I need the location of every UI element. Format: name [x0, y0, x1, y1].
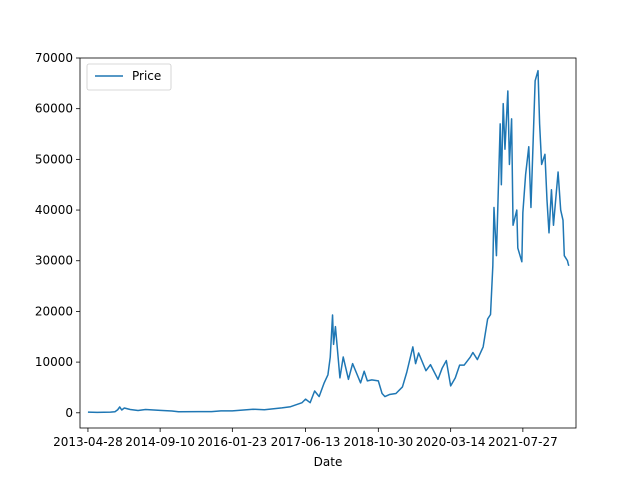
- x-axis: 2013-04-28 2014-09-10 2016-01-23 2017-06-13…: [53, 428, 558, 449]
- x-tick-label: 2013-04-28: [53, 435, 123, 449]
- y-tick-label: 0: [65, 406, 73, 420]
- x-tick-label: 2017-06-13: [271, 435, 341, 449]
- plot-frame: [79, 57, 577, 429]
- y-axis: 0 10000 20000 30000 40000 50000 60000 70000: [35, 51, 80, 420]
- x-axis-label: Date: [314, 455, 343, 469]
- legend: Price: [86, 63, 172, 91]
- x-tick-label: 2014-09-10: [125, 435, 195, 449]
- y-tick-label: 60000: [35, 102, 73, 116]
- y-tick-label: 10000: [35, 355, 73, 369]
- legend-label-price: Price: [132, 69, 161, 83]
- x-tick-label: 2020-03-14: [416, 435, 486, 449]
- series-line-price: [87, 69, 570, 414]
- y-tick-label: 30000: [35, 254, 73, 268]
- x-tick-label: 2018-10-30: [343, 435, 413, 449]
- x-tick-label: 2021-07-27: [488, 435, 558, 449]
- legend-frame: [86, 63, 172, 91]
- y-tick-label: 70000: [35, 51, 73, 65]
- y-tick-label: 50000: [35, 152, 73, 166]
- y-tick-label: 40000: [35, 203, 73, 217]
- y-tick-label: 20000: [35, 304, 73, 318]
- x-tick-label: 2016-01-23: [197, 435, 267, 449]
